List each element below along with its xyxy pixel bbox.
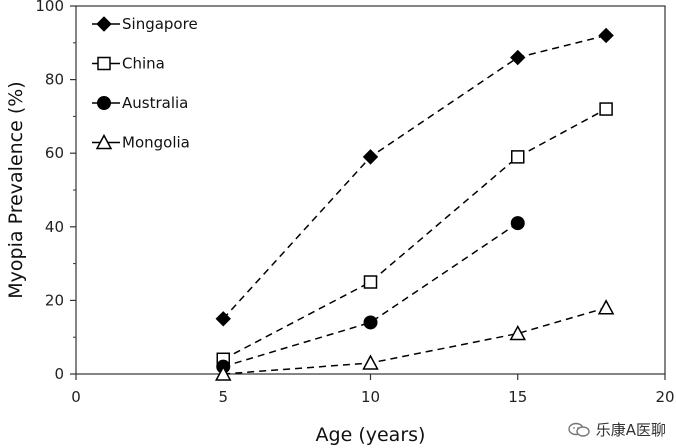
wechat-icon [568,422,590,438]
legend-marker [95,133,113,150]
series-line [223,222,519,368]
data-point [510,49,526,66]
x-tick-label: 10 [361,388,380,406]
data-point [363,315,378,330]
data-point [362,354,379,370]
data-point [511,150,525,164]
y-tick-label: 80 [45,71,64,89]
data-point [599,102,613,116]
y-tick-label: 100 [35,0,64,15]
series-line [223,307,607,375]
x-tick-label: 15 [508,388,527,406]
data-point [214,365,232,381]
data-point [598,27,614,44]
y-tick-label: 40 [45,218,64,236]
legend-marker [97,56,111,71]
series-line [222,108,607,360]
y-tick-label: 0 [54,365,64,383]
x-axis-title: Age (years) [316,424,426,446]
series-australia [216,216,525,374]
x-tick-label: 20 [655,388,674,406]
data-point [363,275,378,289]
y-tick-label: 60 [45,144,64,162]
data-point [362,149,379,165]
legend-label: China [122,55,165,73]
legend-label: Australia [122,94,188,112]
x-tick-label: 0 [71,388,81,406]
legend-label: Singapore [122,15,198,33]
data-point [509,324,527,341]
series-line [222,34,607,320]
x-tick-label: 5 [218,388,228,406]
data-point [215,311,231,327]
series-singapore [215,27,614,327]
watermark-text: 乐康A医聊 [595,421,666,439]
y-tick-label: 20 [45,291,64,309]
data-point [510,216,525,231]
watermark: 乐康A医聊 [568,419,666,440]
legend-marker [96,16,112,32]
series-china [216,102,613,367]
legend-label: Mongolia [122,134,190,152]
y-axis-title: Myopia Prevalence (%) [5,81,27,298]
data-point [597,299,615,315]
series-mongolia [214,299,615,381]
legend-marker [97,96,111,110]
